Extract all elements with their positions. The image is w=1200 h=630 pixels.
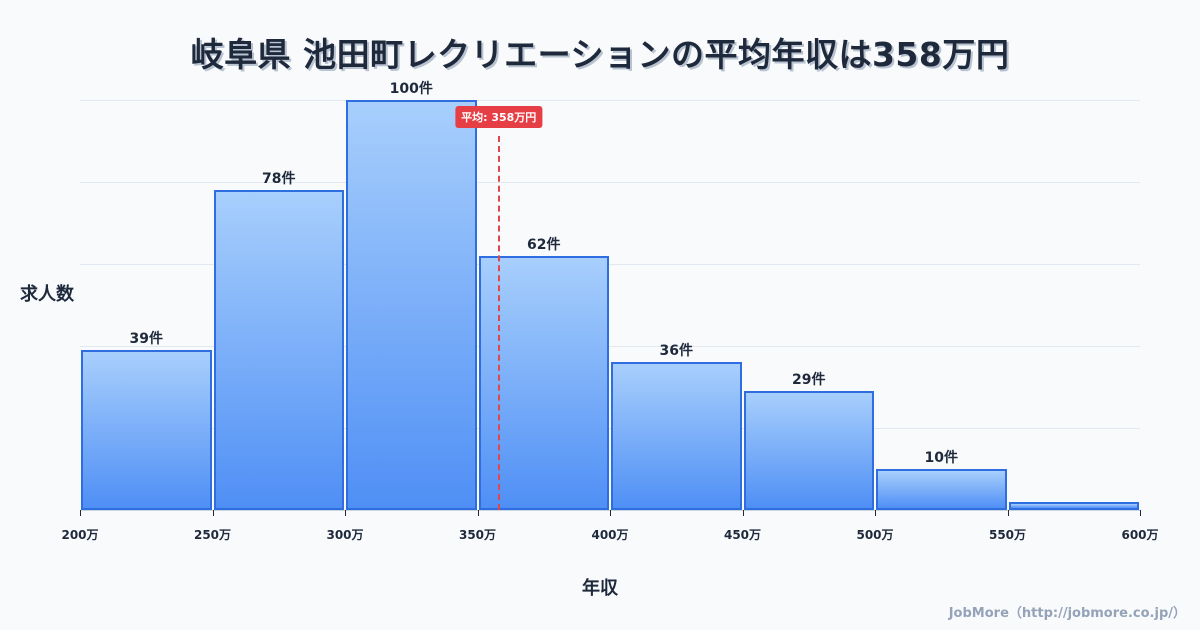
bar-value-label: 100件 xyxy=(389,81,433,97)
histogram-bar xyxy=(611,362,742,510)
bar-value-label: 29件 xyxy=(792,372,826,388)
x-tick xyxy=(742,510,744,516)
x-tick xyxy=(1007,510,1009,516)
bar-value-label: 62件 xyxy=(527,237,561,253)
x-axis-label: 年収 xyxy=(582,578,618,599)
bar-value-label: 36件 xyxy=(659,343,693,359)
bar-value-label: 10件 xyxy=(924,450,958,466)
histogram-bar xyxy=(213,190,344,510)
x-tick xyxy=(477,510,479,516)
bar-value-label: 39件 xyxy=(129,331,163,347)
x-tick xyxy=(80,510,81,516)
histogram-bar xyxy=(876,469,1007,510)
x-tick-label: 450万 xyxy=(723,528,762,542)
x-tick xyxy=(1140,510,1141,516)
histogram-bar xyxy=(1008,502,1139,510)
average-line xyxy=(497,136,500,510)
histogram-bar xyxy=(81,350,212,510)
x-tick-label: 200万 xyxy=(61,528,99,542)
y-axis-label: 求人数 xyxy=(20,284,74,305)
x-tick xyxy=(610,510,611,516)
x-tick-label: 400万 xyxy=(591,528,629,542)
x-tick xyxy=(212,510,214,516)
gridline xyxy=(80,100,1140,101)
gridline xyxy=(80,264,1140,265)
x-tick-label: 550万 xyxy=(988,528,1027,542)
plot-area: 39件 78件 100件 62件 36件 29件 10件 200万 250万 300万 350万 4… xyxy=(61,81,1158,542)
gridline xyxy=(80,182,1140,183)
bar-value-label: 78件 xyxy=(262,171,296,187)
x-tick-label: 350万 xyxy=(458,528,497,542)
x-tick-label: 250万 xyxy=(193,528,232,542)
histogram-bar xyxy=(478,256,609,510)
histogram-bar xyxy=(743,391,874,510)
x-tick xyxy=(345,510,346,516)
footer-credit: JobMore（http://jobmore.co.jp/） xyxy=(948,606,1186,621)
x-tick-label: 600万 xyxy=(1121,528,1159,542)
histogram-bar xyxy=(346,100,477,510)
gridline xyxy=(80,428,1140,429)
x-tick-label: 500万 xyxy=(856,528,894,542)
chart-title: 岐阜県 池田町レクリエーションの平均年収は358万円 xyxy=(190,35,1010,74)
gridline xyxy=(80,346,1140,347)
average-badge: 平均: 358万円 xyxy=(455,106,543,128)
x-tick xyxy=(875,510,876,516)
x-tick-label: 300万 xyxy=(326,528,364,542)
